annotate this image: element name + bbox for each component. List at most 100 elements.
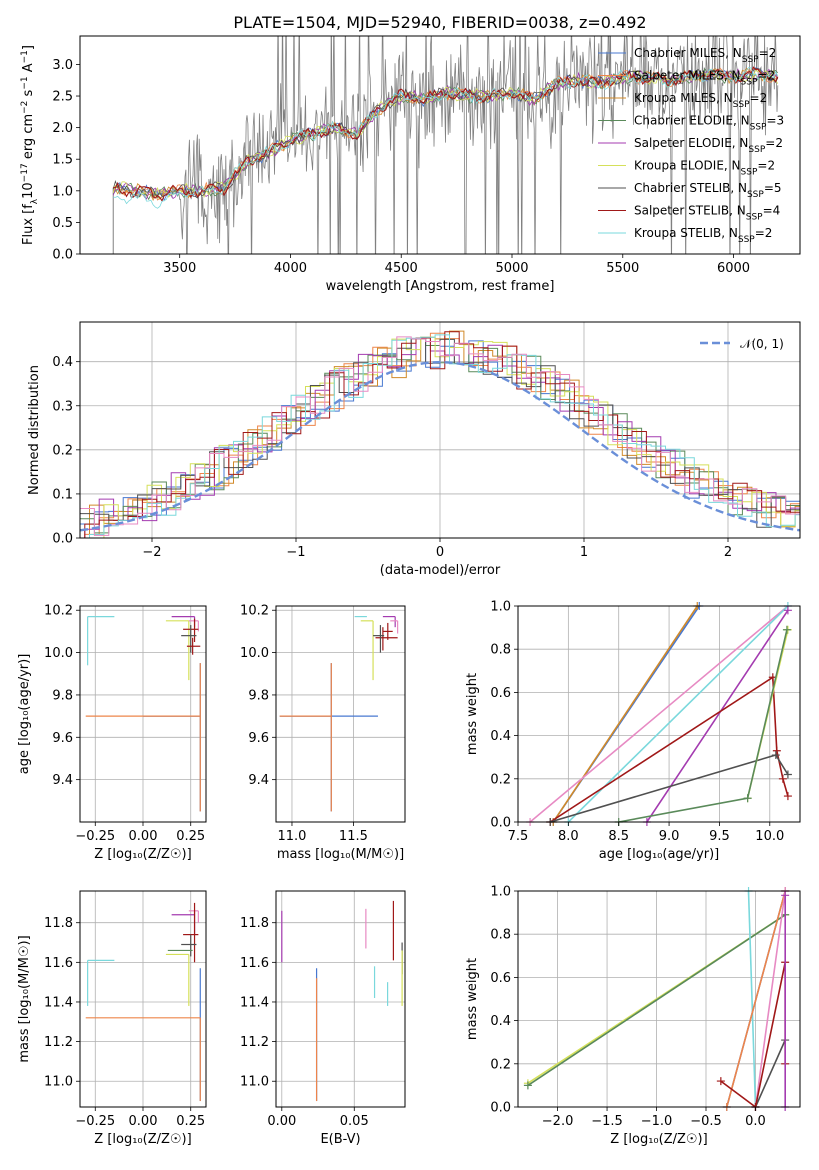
weight-series-line [726, 891, 786, 1107]
label-part: Flux [f [21, 204, 36, 245]
label-part: =5 [764, 181, 782, 195]
y-axis-label: Normed distribution [27, 365, 42, 495]
x-tick-label: 10.0 [755, 829, 784, 844]
label-part: SSP [741, 168, 758, 178]
y-axis-label: mass weight [465, 673, 480, 755]
x-tick-label: 0.00 [267, 1114, 296, 1129]
weight-series-line [747, 891, 757, 1107]
x-axis-label: wavelength [Angstrom, rest frame] [326, 279, 555, 294]
y-tick-label: 3.0 [52, 58, 73, 73]
label-part: Chabrier MILES, N [634, 46, 742, 60]
legend-entry: Chabrier STELIB, NSSP=5 [634, 181, 782, 200]
x-tick-label: −1.5 [591, 1114, 623, 1129]
x-tick-label: 0.05 [340, 1114, 369, 1129]
y-tick-label: 2.5 [52, 90, 73, 105]
residual-histogram: −2 −1 0 1 2 0.0 0.1 0.2 0.3 0.4 (data-model)/error… [27, 321, 801, 578]
legend-entry: 𝒩(0, 1) [740, 337, 784, 351]
label-part: Salpeter STELIB, N [634, 204, 746, 218]
weight_vs_Z-panel: −2.0 −1.5 −1.0 −0.5 0.0 0.0 0.2 0.4 0.6 0.8 1.0 Z [… [465, 885, 801, 1147]
histogram-outline [80, 331, 800, 538]
legend-entry: Chabrier MILES, NSSP=2 [634, 46, 776, 65]
y-tick-label: 0.4 [52, 355, 73, 370]
y-tick-label: 11.8 [44, 916, 73, 931]
x-tick-label: −0.25 [75, 1114, 115, 1129]
error-bar [165, 953, 190, 1006]
legend-entry: Kroupa MILES, NSSP=2 [634, 91, 767, 110]
label-part: SSP [742, 55, 759, 65]
label-part: erg cm [21, 114, 36, 163]
y-tick-label: 10.0 [240, 646, 269, 661]
plus-marker [781, 891, 790, 900]
x-tick-label: 0.0 [745, 1114, 766, 1129]
label-part: SSP [746, 213, 763, 223]
x-tick-label: −0.5 [690, 1114, 722, 1129]
x-axis-label: Z [log₁₀(Z/Z☉)] [94, 1132, 191, 1147]
x-axis-label: mass [log₁₀(M/M☉)] [277, 847, 404, 862]
legend-entry: Kroupa ELODIE, NSSP=2 [634, 159, 775, 178]
error-bar [279, 663, 332, 812]
chart-title: PLATE=1504, MJD=52940, FIBERID=0038, z=0… [233, 13, 646, 32]
weight-series-line [754, 1039, 786, 1107]
label-part: Chabrier ELODIE, N [634, 114, 750, 128]
plus-marker [783, 792, 792, 801]
weight-series-line [527, 914, 786, 1087]
label-part: −1 [20, 76, 30, 89]
plus-marker [771, 751, 780, 760]
label-part: A [21, 63, 36, 76]
y-tick-label: 9.8 [52, 688, 73, 703]
x-tick-label: 11.0 [277, 829, 306, 844]
y-tick-label: 9.6 [52, 731, 73, 746]
weight_vs_age-panel: 7.5 8.0 8.5 9.0 9.5 10.0 0.0 0.2 0.4 0.6 0.8 1.0 age… [465, 600, 801, 862]
x-tick-label: 8.5 [608, 829, 629, 844]
error-bar [373, 625, 385, 653]
y-axis-label: Flux [fλ10−17 erg cm−2 s−1 A−1] [20, 45, 40, 245]
x-tick-label: 1 [580, 545, 588, 560]
label-part: Salpeter ELODIE, N [634, 136, 748, 150]
label-part: −17 [20, 163, 30, 182]
label-part: Salpeter MILES, N [634, 69, 741, 83]
y-tick-label: 0.2 [490, 1057, 511, 1072]
label-part: Kroupa ELODIE, N [634, 159, 741, 173]
y-tick-label: 0.0 [490, 1101, 511, 1116]
axes-frame [79, 35, 801, 255]
x-tick-label: 9.0 [659, 829, 680, 844]
label-part: s [21, 89, 36, 100]
x-tick-label: −2.0 [542, 1114, 574, 1129]
y-tick-label: 0.6 [490, 686, 511, 701]
y-tick-label: 9.4 [248, 773, 269, 788]
error-bar [375, 627, 398, 651]
plus-marker [716, 1077, 725, 1086]
error-bar [87, 615, 115, 666]
label-part: 10 [21, 182, 36, 199]
legend-entry: Salpeter MILES, NSSP=2 [634, 69, 775, 88]
x-tick-label: 4000 [274, 261, 307, 276]
x-tick-label: 0.25 [176, 829, 205, 844]
x-tick-label: 5000 [495, 261, 528, 276]
label-part: λ [30, 198, 40, 204]
y-tick-label: 0.8 [490, 643, 511, 658]
histogram-outline [80, 336, 800, 538]
y-tick-label: 0.2 [52, 443, 73, 458]
x-axis-label: age [log₁₀(age/yr)] [599, 847, 720, 862]
y-tick-label: 1.5 [52, 153, 73, 168]
y-tick-label: 10.0 [44, 646, 73, 661]
y-tick-label: 11.6 [240, 956, 269, 971]
x-tick-label: 11.5 [339, 829, 368, 844]
axes-frame [517, 890, 801, 1108]
error-bar [85, 663, 201, 812]
label-part: =2 [750, 91, 768, 105]
error-bar [188, 910, 199, 923]
x-tick-label: −2 [142, 545, 161, 560]
age_vs_mass-panel: 11.0 11.5 9.4 9.6 9.8 10.0 10.2 mass [log₁₀(M/M… [240, 604, 406, 862]
error-bar [165, 620, 190, 681]
y-tick-label: 11.2 [44, 1035, 73, 1050]
x-tick-label: 9.5 [709, 829, 730, 844]
error-bar [382, 622, 393, 640]
x-tick-label: 8.0 [558, 829, 579, 844]
label-part: SSP [738, 235, 755, 245]
y-tick-label: 9.8 [248, 688, 269, 703]
y-tick-label: 11.4 [240, 995, 269, 1010]
y-tick-label: 0.4 [490, 1014, 511, 1029]
y-tick-label: 0.0 [52, 532, 73, 547]
x-tick-label: 6000 [717, 261, 750, 276]
